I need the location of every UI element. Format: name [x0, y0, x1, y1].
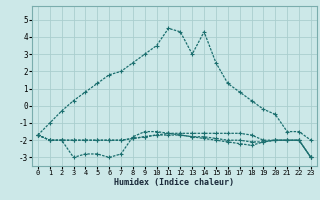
- X-axis label: Humidex (Indice chaleur): Humidex (Indice chaleur): [115, 178, 234, 187]
